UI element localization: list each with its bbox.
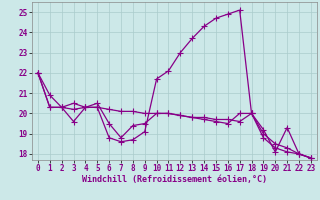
- X-axis label: Windchill (Refroidissement éolien,°C): Windchill (Refroidissement éolien,°C): [82, 175, 267, 184]
